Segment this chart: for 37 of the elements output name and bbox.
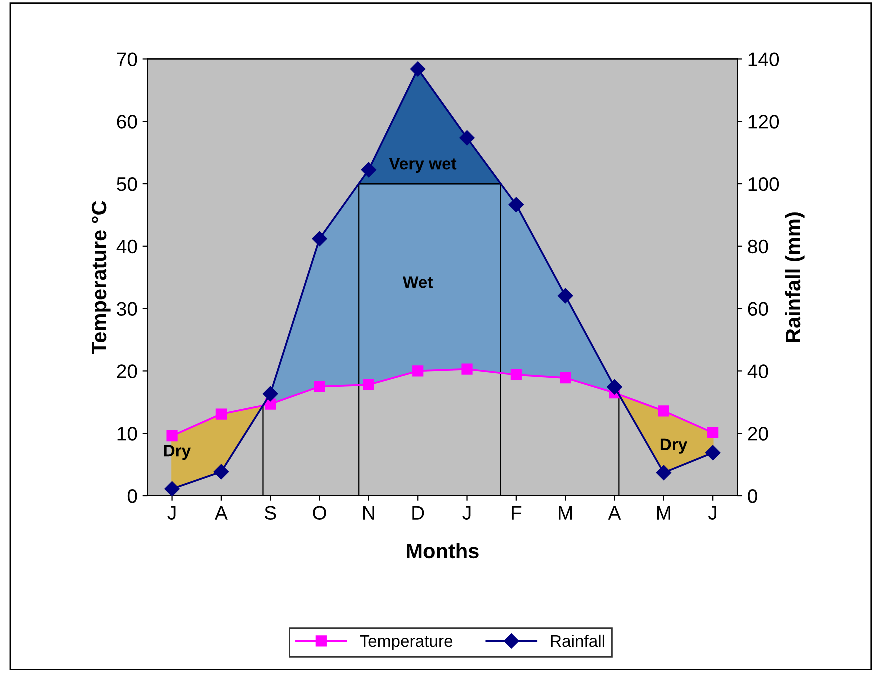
y-tick-label: 10 (118, 427, 138, 441)
y-tick-label: 70 (117, 52, 138, 66)
y-tick-label: 60 (117, 115, 138, 129)
x-tick-label: O (313, 506, 326, 520)
y-axis-title: Temperature °C (92, 201, 111, 354)
x-tick-label: D (412, 506, 424, 520)
y-tick-label: 40 (116, 240, 138, 254)
x-tick-label: J (708, 506, 716, 520)
annotation: Dry (164, 445, 192, 460)
y-tick-label: 50 (117, 177, 138, 192)
legend-label: Temperature (360, 636, 453, 650)
y2-tick-label: 20 (748, 427, 768, 441)
y2-tick-label: 60 (748, 302, 768, 316)
x-axis-title: Months (407, 543, 479, 559)
x-tick-label: M (657, 506, 670, 520)
y-tick-label: 30 (117, 302, 138, 316)
y2-tick-label: 0 (748, 489, 758, 504)
x-tick-label: M (559, 506, 572, 520)
y2-axis-title: Rainfall (mm) (785, 212, 805, 342)
annotation: Very wet (389, 158, 457, 174)
x-tick-label: N (364, 506, 374, 520)
x-tick-label: J (462, 506, 471, 520)
y2-tick-label: 100 (748, 177, 780, 192)
x-tick-label: A (608, 506, 622, 520)
legend-label: Rainfall (551, 634, 604, 648)
y2-tick-label: 40 (748, 364, 768, 378)
x-tick-label: F (512, 506, 522, 520)
annotation: Wet (402, 276, 434, 288)
y2-tick-label: 120 (748, 115, 780, 129)
x-tick-label: S (265, 506, 276, 520)
y-tick-label: 20 (117, 364, 138, 378)
y2-tick-label: 80 (748, 240, 768, 254)
y-tick-label: 0 (128, 489, 138, 504)
x-tick-label: J (168, 506, 176, 520)
annotation: Dry (660, 438, 688, 454)
y2-tick-label: 140 (748, 52, 780, 66)
x-tick-label: A (215, 506, 228, 520)
